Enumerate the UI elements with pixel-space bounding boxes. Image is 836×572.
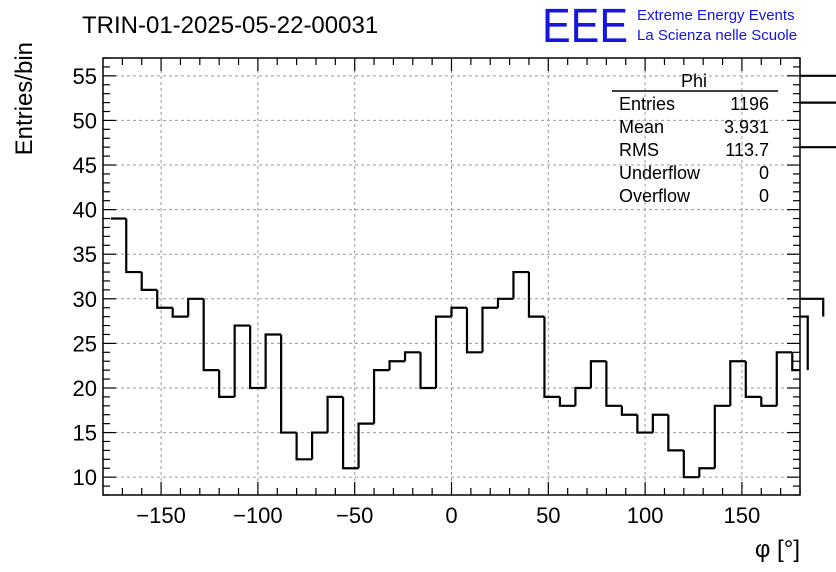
- histogram-bin: [800, 146, 836, 149]
- x-tick-label: 50: [536, 503, 560, 528]
- y-tick-label: 20: [73, 376, 97, 401]
- histogram-bin: [620, 405, 638, 416]
- stats-row-value: 113.7: [725, 140, 769, 160]
- x-tick-label: 0: [445, 503, 457, 528]
- stats-row-value: 3.931: [724, 117, 769, 137]
- logo-mark: EEE: [542, 0, 628, 53]
- histogram-bin: [372, 369, 390, 424]
- histogram-bin: [388, 360, 406, 371]
- histogram-bin: [512, 270, 529, 299]
- stats-row-label: Overflow: [619, 186, 691, 206]
- histogram-bin: [605, 361, 622, 407]
- histogram-bin: [698, 467, 715, 478]
- y-tick-label: 45: [73, 153, 97, 178]
- y-tick-label: 30: [73, 287, 97, 312]
- histogram-bin: [326, 395, 344, 433]
- histogram-bin: [218, 370, 235, 398]
- stats-row-label: Mean: [619, 117, 664, 137]
- histogram-series: [110, 74, 836, 479]
- y-tick-label: 50: [73, 108, 97, 133]
- stats-row-value: 1196: [730, 94, 769, 114]
- x-tick-label: 100: [627, 503, 664, 528]
- y-tick-label: 55: [73, 64, 97, 89]
- logo-line-1: Extreme Energy Events: [637, 7, 795, 24]
- histogram-bin: [295, 432, 313, 461]
- histogram-bin: [800, 74, 836, 77]
- x-tick-label: −50: [336, 503, 373, 528]
- histogram-bin: [125, 218, 142, 274]
- histogram-bin: [713, 404, 731, 469]
- histogram-bin: [651, 413, 669, 433]
- histogram-bin: [775, 351, 793, 406]
- stats-row-label: Underflow: [619, 163, 701, 183]
- histogram-bin: [357, 422, 375, 469]
- histogram-bin: [800, 101, 836, 104]
- stats-box-title: Phi: [681, 71, 707, 91]
- histogram-bin: [682, 450, 700, 479]
- y-tick-labels: 10 15 20 25 30 35 40 45 50 55: [73, 64, 97, 490]
- histogram-bin: [574, 386, 591, 406]
- histogram-bin: [800, 297, 825, 317]
- histogram-bin: [311, 431, 328, 460]
- stats-box: Phi Entries 1196 Mean 3.931 RMS 113.7 Underflo…: [612, 71, 778, 206]
- histogram-bin: [465, 307, 483, 354]
- y-tick-label: 10: [73, 465, 97, 490]
- histogram-bin: [760, 396, 777, 407]
- histogram-bin: [496, 297, 514, 308]
- stats-row-value: 0: [759, 186, 769, 206]
- histogram-bin: [156, 289, 173, 309]
- histogram-bin: [264, 333, 282, 388]
- histogram-bin: [636, 414, 653, 434]
- plot-title: TRIN-01-2025-05-22-00031: [82, 12, 378, 39]
- histogram-bin: [202, 298, 220, 372]
- histogram-bin: [667, 414, 684, 452]
- axis-ticks: [103, 57, 801, 496]
- histogram-bin: [434, 315, 452, 388]
- x-axis-title: φ [°]: [755, 536, 800, 563]
- stats-row-value: 0: [759, 163, 769, 183]
- y-axis-title: Entries/bin: [11, 42, 38, 155]
- histogram-bin: [744, 361, 762, 398]
- histogram-bin: [419, 352, 437, 390]
- histogram-bin: [729, 360, 746, 406]
- eee-logo: EEE Extreme Energy Events La Scienza nel…: [542, 0, 797, 53]
- histogram-bin: [341, 396, 359, 470]
- y-tick-label: 35: [73, 242, 97, 267]
- histogram-bin: [450, 306, 467, 317]
- stats-row-label: RMS: [619, 140, 659, 160]
- histogram-bin: [171, 307, 189, 318]
- histogram-bin: [233, 324, 251, 397]
- histogram-bin: [543, 316, 560, 398]
- histogram-bin: [140, 272, 158, 291]
- x-tick-label: 150: [724, 503, 761, 528]
- histogram-bin: [280, 334, 297, 434]
- histogram-bin: [558, 396, 576, 407]
- y-tick-label: 40: [73, 198, 97, 223]
- histogram-bin: [481, 306, 498, 353]
- stats-row-label: Entries: [619, 94, 675, 114]
- histogram-bin: [249, 325, 266, 390]
- x-tick-labels: −150 −100 −50 0 50 100 150: [136, 503, 760, 528]
- grid: [103, 58, 800, 495]
- x-tick-label: −150: [136, 503, 186, 528]
- y-tick-label: 15: [73, 421, 97, 446]
- y-tick-label: 25: [73, 331, 97, 356]
- logo-line-2: La Scienza nelle Scuole: [637, 27, 797, 44]
- histogram-bin: [403, 351, 421, 362]
- histogram-bin: [527, 272, 545, 318]
- x-tick-label: −100: [233, 503, 283, 528]
- histogram-bin: [589, 360, 607, 388]
- histogram-bin: [187, 297, 204, 317]
- histogram-bin: [800, 315, 809, 371]
